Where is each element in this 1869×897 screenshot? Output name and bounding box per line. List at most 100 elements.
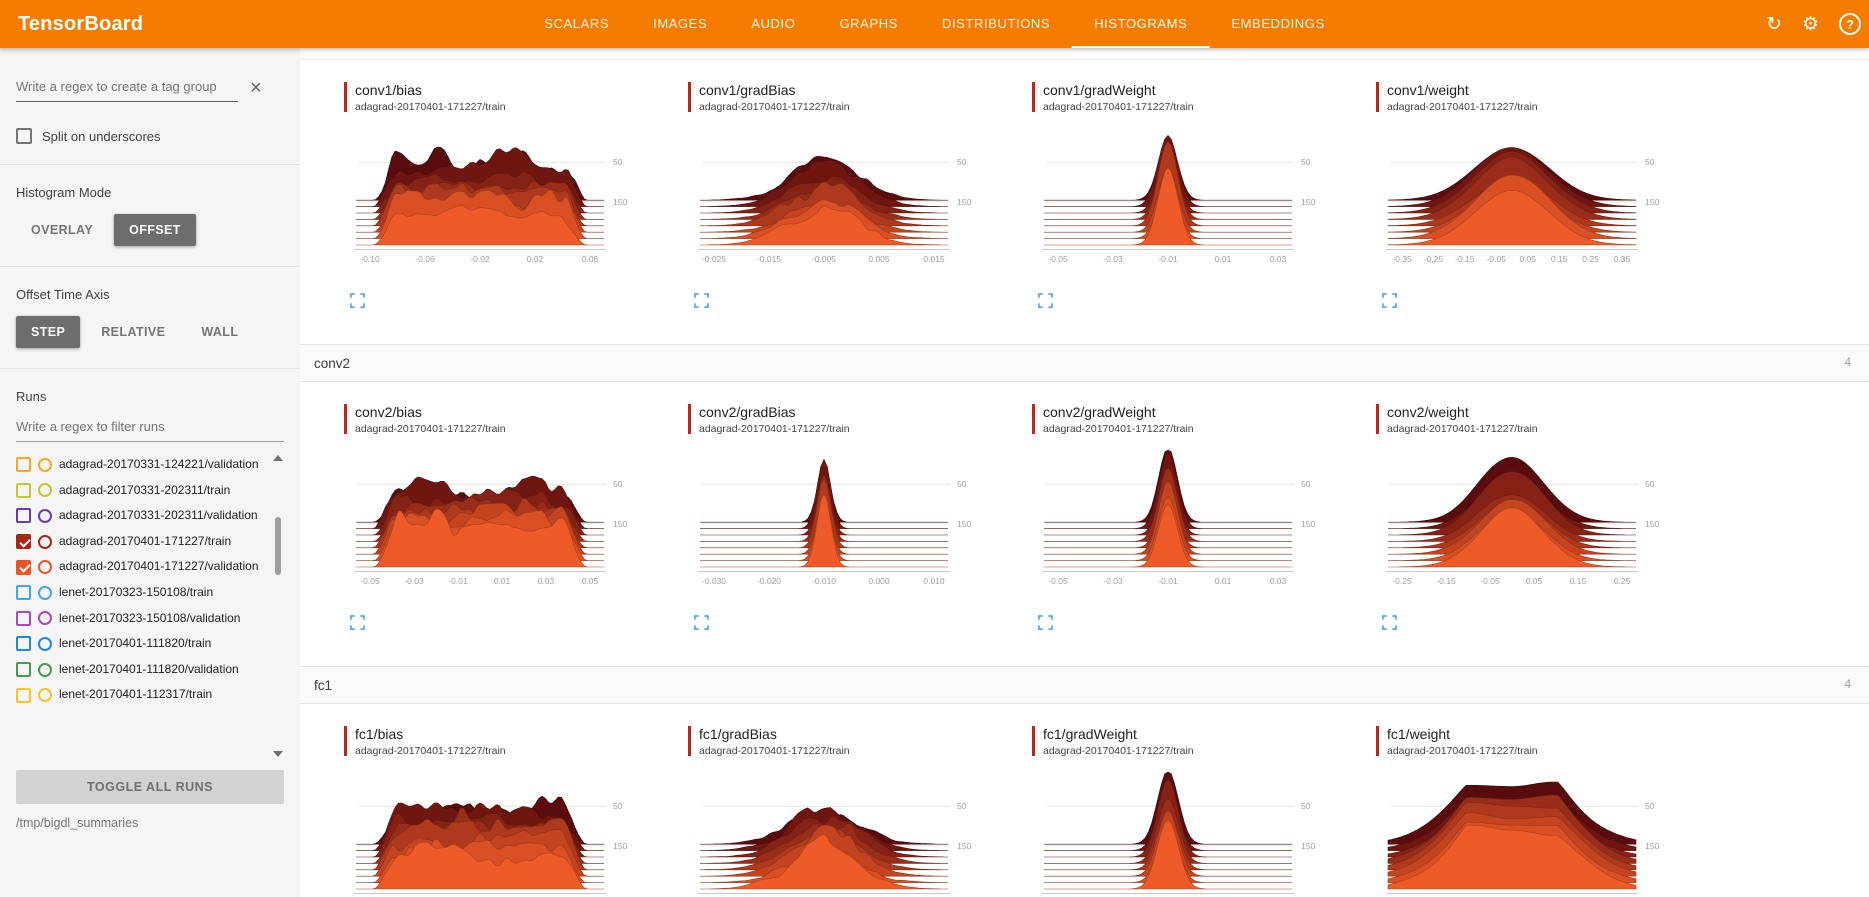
tag-group: conv2 4 conv2/bias adagrad-20170401-1712… bbox=[300, 344, 1869, 667]
clear-icon[interactable]: × bbox=[250, 77, 262, 99]
svg-text:0.05: 0.05 bbox=[582, 576, 599, 586]
run-checkbox[interactable] bbox=[16, 687, 31, 703]
tab-images[interactable]: IMAGES bbox=[631, 0, 729, 48]
run-list-item[interactable]: adagrad-20170401-171227/validation bbox=[16, 554, 264, 580]
run-list-item[interactable]: lenet-20170323-150108/validation bbox=[16, 606, 264, 632]
tag-group-header[interactable]: fc1 4 bbox=[300, 666, 1869, 705]
expand-icon[interactable] bbox=[1382, 615, 1397, 630]
run-list-item[interactable]: adagrad-20170331-202311/train bbox=[16, 478, 264, 504]
run-checkbox[interactable] bbox=[16, 508, 31, 524]
histogram-chart[interactable]: 50 150 bbox=[354, 769, 654, 897]
histogram-chart[interactable]: 50 150 -0.05 -0.03 -0.01 0.01 0.03 bbox=[1042, 447, 1342, 605]
chart-run-name: adagrad-20170401-171227/train bbox=[1043, 745, 1194, 758]
run-list-item[interactable]: lenet-20170323-150108/train bbox=[16, 580, 264, 606]
nav-tabs: SCALARS IMAGES AUDIO GRAPHS DISTRIBUTIONS HIS… bbox=[522, 0, 1347, 48]
run-list-item[interactable]: adagrad-20170331-124221/validation bbox=[16, 452, 264, 478]
run-color-circle[interactable] bbox=[38, 662, 52, 677]
run-checkbox[interactable] bbox=[16, 585, 31, 601]
tab-audio[interactable]: AUDIO bbox=[729, 0, 817, 48]
runs-scrollbar[interactable] bbox=[271, 452, 284, 760]
settings-icon[interactable]: ⚙ bbox=[1801, 13, 1819, 35]
svg-text:0.06: 0.06 bbox=[582, 254, 599, 264]
histogram-mode-offset-button[interactable]: OFFSET bbox=[114, 214, 196, 246]
histogram-chart[interactable]: 50 150 -0.030 -0.020 -0.010 0.000 0.010 bbox=[698, 447, 998, 605]
run-color-circle[interactable] bbox=[38, 688, 52, 703]
chart-run-name: adagrad-20170401-171227/train bbox=[1387, 423, 1538, 436]
run-color-circle[interactable] bbox=[38, 560, 52, 575]
run-color-circle[interactable] bbox=[38, 636, 52, 651]
scrollbar-thumb[interactable] bbox=[274, 517, 281, 575]
histogram-chart[interactable]: 50 150 -0.35 -0.25 -0.15 -0.05 0.05 0.15 0.25 0.3… bbox=[1386, 125, 1686, 283]
run-color-circle[interactable] bbox=[38, 611, 52, 626]
tab-histograms[interactable]: HISTOGRAMS bbox=[1072, 0, 1210, 48]
run-list-item[interactable]: adagrad-20170331-202311/validation bbox=[16, 503, 264, 529]
svg-text:150: 150 bbox=[613, 197, 627, 207]
run-checkbox[interactable] bbox=[16, 662, 31, 678]
histogram-chart[interactable]: 50 150 -0.025 -0.015 -0.005 0.005 0.015 bbox=[698, 125, 998, 283]
split-underscores-checkbox[interactable] bbox=[16, 128, 32, 144]
offset-time-axis-label: Offset Time Axis bbox=[16, 287, 110, 302]
tab-graphs[interactable]: GRAPHS bbox=[817, 0, 920, 48]
expand-icon[interactable] bbox=[1038, 615, 1053, 630]
run-color-circle[interactable] bbox=[38, 585, 52, 600]
run-checkbox[interactable] bbox=[16, 636, 31, 652]
run-color-bar bbox=[688, 404, 691, 435]
svg-text:-0.05: -0.05 bbox=[1487, 254, 1507, 264]
histogram-chart[interactable]: 50 150 bbox=[1042, 769, 1342, 897]
run-checkbox[interactable] bbox=[16, 559, 31, 575]
run-color-circle[interactable] bbox=[38, 508, 52, 523]
histogram-mode-toggle: OVERLAY OFFSET bbox=[16, 214, 284, 246]
histogram-chart[interactable]: 50 150 bbox=[1386, 769, 1686, 897]
tag-group-count: 4 bbox=[1844, 357, 1851, 370]
run-checkbox[interactable] bbox=[16, 534, 31, 550]
tab-embeddings[interactable]: EMBEDDINGS bbox=[1209, 0, 1346, 48]
toggle-all-runs-button[interactable]: TOGGLE ALL RUNS bbox=[16, 770, 284, 804]
runs-list: adagrad-20170331-124221/validation adagr… bbox=[16, 452, 284, 708]
runs-regex-input[interactable] bbox=[16, 414, 284, 442]
help-icon[interactable]: ? bbox=[1839, 13, 1861, 35]
run-color-bar bbox=[344, 82, 347, 112]
run-color-circle[interactable] bbox=[38, 483, 52, 498]
offset-axis-wall-button[interactable]: WALL bbox=[186, 316, 253, 348]
tag-group-header[interactable]: conv2 4 bbox=[300, 344, 1869, 383]
run-color-circle[interactable] bbox=[38, 534, 52, 549]
expand-icon[interactable] bbox=[350, 293, 365, 308]
histogram-mode-overlay-button[interactable]: OVERLAY bbox=[16, 214, 108, 246]
tab-distributions[interactable]: DISTRIBUTIONS bbox=[920, 0, 1072, 48]
expand-icon[interactable] bbox=[350, 615, 365, 630]
svg-text:50: 50 bbox=[957, 157, 967, 167]
run-list-item[interactable]: lenet-20170401-112317/train bbox=[16, 682, 264, 708]
svg-text:-0.010: -0.010 bbox=[812, 576, 836, 586]
run-checkbox[interactable] bbox=[16, 610, 31, 626]
run-color-circle[interactable] bbox=[38, 457, 52, 472]
scroll-down-icon[interactable] bbox=[272, 751, 283, 757]
run-list-item[interactable]: adagrad-20170401-171227/train bbox=[16, 529, 264, 555]
svg-text:0.03: 0.03 bbox=[538, 576, 555, 586]
run-checkbox[interactable] bbox=[16, 457, 31, 473]
expand-icon[interactable] bbox=[1382, 293, 1397, 308]
run-checkbox[interactable] bbox=[16, 482, 31, 498]
histogram-chart[interactable]: 50 150 -0.05 -0.03 -0.01 0.01 0.03 bbox=[1042, 125, 1342, 283]
histogram-chart[interactable]: 50 150 -0.05 -0.03 -0.01 0.01 0.03 0.05 bbox=[354, 447, 654, 605]
svg-text:150: 150 bbox=[1645, 519, 1659, 529]
expand-icon[interactable] bbox=[1038, 293, 1053, 308]
expand-icon[interactable] bbox=[694, 615, 709, 630]
histogram-card: conv1/gradBias adagrad-20170401-171227/t… bbox=[688, 82, 1024, 308]
histogram-chart[interactable]: 50 150 -0.10 -0.06 -0.02 0.02 0.06 bbox=[354, 125, 654, 283]
tab-scalars[interactable]: SCALARS bbox=[522, 0, 631, 48]
refresh-icon[interactable]: ↻ bbox=[1766, 13, 1782, 35]
expand-icon[interactable] bbox=[694, 293, 709, 308]
run-color-bar bbox=[1032, 726, 1035, 757]
scroll-up-icon[interactable] bbox=[272, 455, 283, 461]
histogram-chart[interactable]: 50 150 -0.25 -0.15 -0.05 0.05 0.15 0.25 bbox=[1386, 447, 1686, 605]
chart-title: fc1/weight bbox=[1387, 726, 1451, 743]
svg-text:-0.01: -0.01 bbox=[1158, 254, 1178, 264]
split-underscores-row[interactable]: Split on underscores bbox=[16, 128, 284, 144]
offset-axis-relative-button[interactable]: RELATIVE bbox=[86, 316, 180, 348]
run-label: lenet-20170323-150108/train bbox=[59, 584, 214, 599]
run-list-item[interactable]: lenet-20170401-111820/validation bbox=[16, 657, 264, 683]
offset-axis-step-button[interactable]: STEP bbox=[16, 316, 81, 348]
run-list-item[interactable]: lenet-20170401-111820/train bbox=[16, 631, 264, 657]
tag-regex-input[interactable] bbox=[16, 74, 238, 102]
histogram-chart[interactable]: 50 150 bbox=[698, 769, 998, 897]
